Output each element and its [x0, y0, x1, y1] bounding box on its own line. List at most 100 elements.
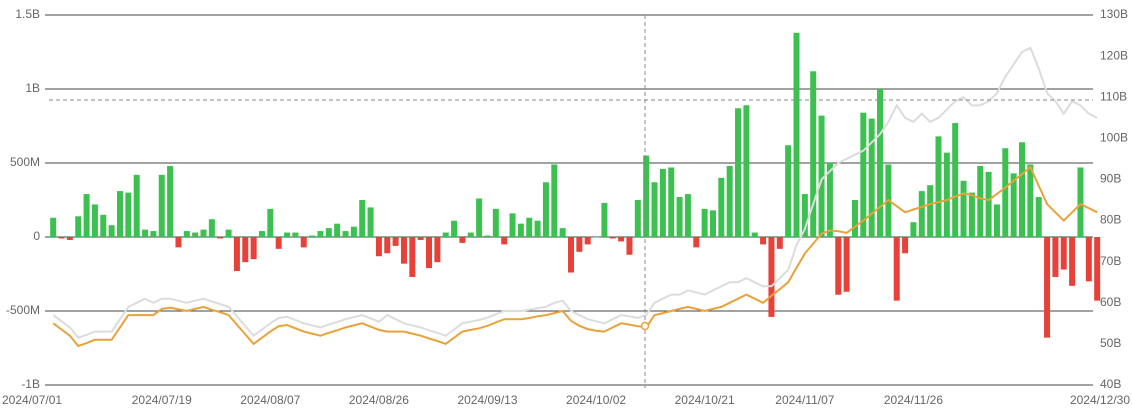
- y2-tick-label: 70B: [1100, 254, 1121, 268]
- bar: [284, 232, 291, 237]
- bar: [158, 174, 165, 237]
- bar: [542, 182, 549, 237]
- bar: [985, 171, 992, 237]
- y-tick-label: 1B: [25, 81, 40, 95]
- bar: [108, 225, 115, 237]
- bar: [300, 237, 307, 248]
- bar: [709, 210, 716, 237]
- x-tick-label: 2024/07/19: [132, 393, 192, 407]
- bar: [735, 108, 742, 238]
- bar: [91, 204, 98, 237]
- bar: [601, 202, 608, 237]
- bar: [551, 164, 558, 237]
- y2-tick-label: 40B: [1100, 377, 1121, 391]
- bar: [451, 220, 458, 237]
- bar: [150, 231, 157, 237]
- bar: [192, 232, 199, 237]
- bar: [208, 219, 215, 237]
- bar: [167, 165, 174, 237]
- bar: [918, 191, 925, 237]
- y-tick-label: 0: [33, 229, 40, 243]
- x-tick-label: 2024/08/26: [349, 393, 409, 407]
- bar: [426, 237, 433, 269]
- bar: [1077, 167, 1084, 237]
- bar: [183, 231, 190, 237]
- bar: [267, 208, 274, 237]
- y-tick-label: 1.5B: [15, 7, 40, 21]
- bar: [851, 200, 858, 237]
- bar: [1069, 237, 1076, 286]
- bar: [409, 237, 416, 277]
- bar: [584, 237, 591, 245]
- bar: [760, 237, 767, 245]
- x-tick-label: 2024/10/21: [675, 393, 735, 407]
- y2-tick-label: 130B: [1100, 7, 1128, 21]
- bar: [927, 185, 934, 237]
- y2-tick-label: 90B: [1100, 172, 1121, 186]
- bar: [793, 32, 800, 238]
- bar: [275, 237, 282, 249]
- bar: [317, 231, 324, 237]
- bar: [952, 123, 959, 237]
- bar: [75, 216, 82, 237]
- bar: [325, 228, 332, 237]
- bar: [217, 237, 224, 239]
- bar: [726, 165, 733, 237]
- bar: [392, 237, 399, 246]
- x-tick-label: 2024/11/26: [884, 393, 943, 407]
- bar: [66, 237, 73, 240]
- bar: [142, 229, 149, 237]
- x-tick-label: 2024/09/13: [457, 393, 517, 407]
- y2-tick-label: 60B: [1100, 295, 1121, 309]
- bar: [1044, 237, 1051, 338]
- bar: [367, 207, 374, 237]
- crosshair-point: [640, 321, 650, 331]
- bar: [1094, 237, 1101, 301]
- x-tick-label: 2024/08/07: [240, 393, 300, 407]
- x-tick-label: 2024/10/02: [566, 393, 626, 407]
- bar: [342, 231, 349, 237]
- bar: [1035, 197, 1042, 237]
- y-tick-label: -1B: [21, 377, 40, 391]
- bar: [801, 194, 808, 237]
- bar: [835, 237, 842, 295]
- bar: [559, 228, 566, 237]
- bar: [877, 89, 884, 237]
- bar: [593, 237, 600, 238]
- bar: [751, 232, 758, 237]
- bar: [334, 223, 341, 237]
- bar: [910, 222, 917, 237]
- bar: [626, 237, 633, 255]
- bar: [442, 232, 449, 237]
- bar: [826, 163, 833, 237]
- bar: [684, 194, 691, 237]
- bar: [810, 71, 817, 238]
- bar: [58, 237, 65, 239]
- y2-tick-label: 110B: [1100, 89, 1127, 103]
- bar: [943, 152, 950, 237]
- bar: [509, 213, 516, 237]
- bar: [292, 232, 299, 237]
- bar: [743, 105, 750, 237]
- bar: [1010, 173, 1017, 237]
- bar: [668, 167, 675, 237]
- bar: [125, 192, 132, 237]
- bar: [1002, 148, 1009, 237]
- bar: [384, 237, 391, 254]
- bar: [200, 229, 207, 237]
- bar: [526, 217, 533, 237]
- bar: [50, 217, 57, 237]
- bar: [534, 220, 541, 237]
- bar: [1027, 164, 1034, 237]
- bar: [242, 237, 249, 263]
- bar: [359, 200, 366, 237]
- bar: [893, 237, 900, 301]
- line: [52, 165, 1098, 348]
- bar: [768, 237, 775, 317]
- bar: [250, 237, 257, 260]
- bar: [977, 165, 984, 237]
- bar: [492, 208, 499, 237]
- bar: [659, 168, 666, 237]
